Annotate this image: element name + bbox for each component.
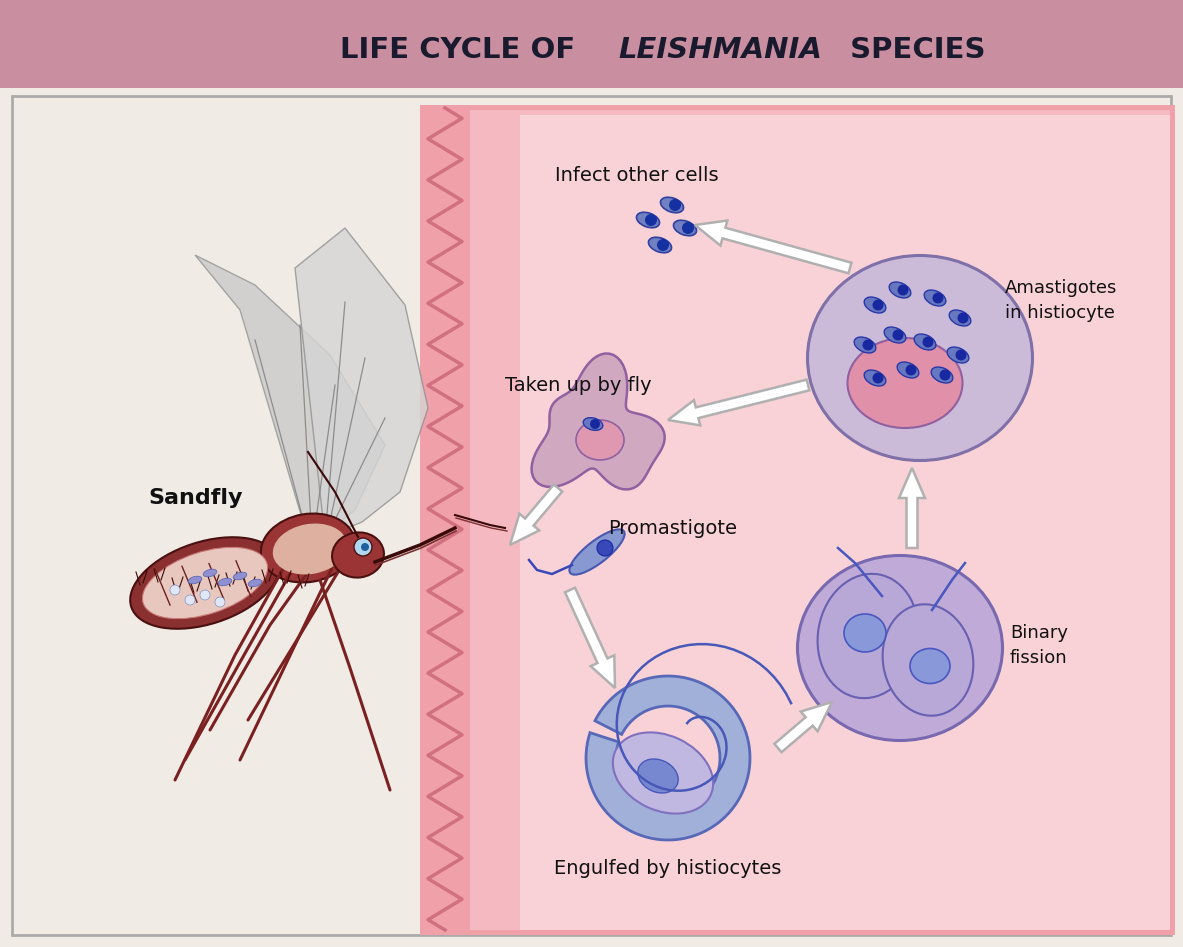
- Ellipse shape: [218, 579, 232, 586]
- Text: LIFE CYCLE OF: LIFE CYCLE OF: [340, 36, 586, 64]
- Ellipse shape: [142, 547, 267, 618]
- Text: Infect other cells: Infect other cells: [555, 166, 719, 185]
- Polygon shape: [295, 228, 428, 537]
- Ellipse shape: [248, 580, 261, 587]
- Ellipse shape: [569, 529, 625, 575]
- Circle shape: [939, 369, 950, 381]
- Circle shape: [670, 199, 681, 211]
- Ellipse shape: [636, 212, 660, 227]
- Ellipse shape: [843, 614, 886, 652]
- Ellipse shape: [847, 338, 963, 428]
- Circle shape: [905, 365, 917, 376]
- Ellipse shape: [949, 310, 971, 326]
- Ellipse shape: [897, 362, 919, 378]
- Circle shape: [597, 540, 613, 556]
- Text: Sandfly: Sandfly: [148, 488, 243, 508]
- Text: Promastigote: Promastigote: [608, 519, 737, 538]
- Ellipse shape: [797, 556, 1002, 741]
- Circle shape: [215, 597, 225, 607]
- Polygon shape: [531, 353, 665, 490]
- Polygon shape: [775, 702, 832, 752]
- FancyBboxPatch shape: [420, 105, 1175, 935]
- Circle shape: [200, 590, 211, 600]
- Circle shape: [170, 585, 180, 595]
- FancyBboxPatch shape: [470, 110, 1170, 930]
- Ellipse shape: [273, 524, 347, 575]
- Circle shape: [185, 595, 195, 605]
- Ellipse shape: [808, 256, 1033, 460]
- Polygon shape: [420, 108, 463, 930]
- Ellipse shape: [583, 418, 603, 430]
- Ellipse shape: [883, 604, 974, 716]
- Circle shape: [956, 349, 967, 361]
- Circle shape: [361, 543, 369, 551]
- Ellipse shape: [332, 532, 384, 578]
- Circle shape: [683, 222, 694, 234]
- Circle shape: [892, 330, 904, 341]
- Polygon shape: [195, 255, 384, 545]
- Circle shape: [923, 336, 933, 348]
- Ellipse shape: [233, 572, 247, 580]
- Circle shape: [354, 538, 371, 556]
- Polygon shape: [586, 676, 750, 840]
- Circle shape: [590, 419, 600, 429]
- FancyBboxPatch shape: [521, 115, 1170, 930]
- Ellipse shape: [931, 367, 952, 383]
- Polygon shape: [668, 380, 809, 425]
- Polygon shape: [565, 588, 615, 688]
- Ellipse shape: [924, 290, 946, 306]
- Text: Amastigotes
in histiocyte: Amastigotes in histiocyte: [1006, 278, 1118, 321]
- Ellipse shape: [613, 732, 713, 813]
- Ellipse shape: [576, 420, 623, 460]
- Ellipse shape: [130, 537, 280, 629]
- FancyBboxPatch shape: [0, 0, 1183, 88]
- Text: Taken up by fly: Taken up by fly: [505, 376, 652, 395]
- Text: Engulfed by histiocytes: Engulfed by histiocytes: [555, 859, 782, 878]
- Ellipse shape: [817, 574, 918, 698]
- Ellipse shape: [203, 569, 216, 577]
- Text: SPECIES: SPECIES: [840, 36, 985, 64]
- Ellipse shape: [948, 347, 969, 363]
- Polygon shape: [510, 485, 562, 545]
- Ellipse shape: [884, 327, 906, 343]
- Ellipse shape: [260, 513, 355, 582]
- Text: LEISHMANIA: LEISHMANIA: [618, 36, 822, 64]
- Circle shape: [873, 372, 884, 384]
- Circle shape: [862, 340, 873, 350]
- FancyBboxPatch shape: [12, 96, 1171, 935]
- Ellipse shape: [854, 337, 875, 353]
- Ellipse shape: [648, 238, 672, 253]
- Polygon shape: [694, 221, 852, 274]
- Polygon shape: [899, 468, 925, 548]
- Ellipse shape: [188, 576, 202, 584]
- Circle shape: [957, 313, 969, 324]
- Ellipse shape: [864, 297, 886, 313]
- Circle shape: [898, 284, 909, 295]
- Circle shape: [645, 214, 657, 226]
- Ellipse shape: [914, 334, 936, 350]
- Text: Binary
fission: Binary fission: [1010, 623, 1068, 667]
- Ellipse shape: [660, 197, 684, 213]
- Ellipse shape: [890, 282, 911, 298]
- Circle shape: [932, 293, 944, 303]
- Circle shape: [657, 239, 670, 251]
- Ellipse shape: [864, 370, 886, 386]
- Circle shape: [873, 299, 884, 311]
- Ellipse shape: [910, 649, 950, 684]
- Ellipse shape: [673, 221, 697, 236]
- Ellipse shape: [638, 759, 678, 793]
